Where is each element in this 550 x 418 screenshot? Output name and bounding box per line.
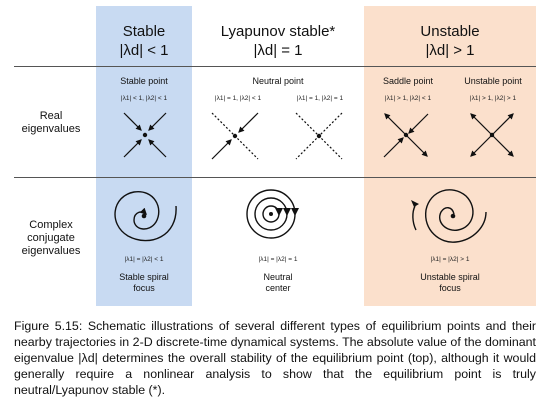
row-label-complex: Complex conjugate eigenvalues xyxy=(21,219,81,257)
neutral-point-label: Neutral point xyxy=(252,76,304,86)
neutral-point-b-diagram xyxy=(295,112,343,160)
stable-spiral-label: Stable spiral focus xyxy=(119,272,169,293)
saddle-point-label: Saddle point xyxy=(382,76,434,86)
header-stable: Stable |λd| < 1 xyxy=(96,22,192,60)
unstable-spiral-diagram xyxy=(411,189,487,243)
unstable-point-diagram xyxy=(470,113,514,157)
header-lyapunov-title: Lyapunov stable* xyxy=(220,23,336,40)
neutral-point-a-diagram xyxy=(211,112,259,160)
unstable-spiral-label: Unstable spiral focus xyxy=(420,272,480,293)
header-stable-condition: |λd| < 1 xyxy=(119,42,169,59)
unstable-point-label: Unstable point xyxy=(464,76,522,86)
neutral-center-diagram xyxy=(246,189,299,239)
stable-point-condition: |λ1| < 1, |λ2| < 1 xyxy=(120,95,168,102)
unstable-point-condition: |λ1| > 1, |λ2| > 1 xyxy=(469,95,517,102)
neutral-point-condition-a: |λ1| = 1, |λ2| < 1 xyxy=(214,95,262,102)
stable-column-background xyxy=(96,6,192,306)
row-label-real: Real eigenvalues xyxy=(21,110,81,135)
row-divider xyxy=(14,177,536,178)
stable-point-diagram xyxy=(123,112,167,158)
header-unstable-condition: |λd| > 1 xyxy=(425,42,475,59)
figure-caption: Figure 5.15: Schematic illustrations of … xyxy=(14,319,536,397)
stable-point-label: Stable point xyxy=(120,76,168,86)
neutral-center-condition: |λ1| = |λ2| = 1 xyxy=(258,256,298,263)
neutral-center-label: Neutral center xyxy=(263,272,293,293)
stable-spiral-condition: |λ1| = |λ2| < 1 xyxy=(124,256,164,263)
unstable-column-background xyxy=(364,6,536,306)
header-unstable: Unstable |λd| > 1 xyxy=(364,22,536,60)
saddle-point-condition: |λ1| > 1, |λ2| < 1 xyxy=(384,95,432,102)
header-lyapunov: Lyapunov stable* |λd| = 1 xyxy=(196,22,360,60)
header-unstable-title: Unstable xyxy=(420,23,480,40)
header-lyapunov-condition: |λd| = 1 xyxy=(253,42,303,59)
stable-spiral-diagram xyxy=(114,191,177,242)
neutral-point-condition-b: |λ1| = 1, |λ2| = 1 xyxy=(296,95,344,102)
header-stable-title: Stable xyxy=(122,23,166,40)
header-divider xyxy=(14,66,536,67)
saddle-point-diagram xyxy=(383,113,429,158)
unstable-spiral-condition: |λ1| = |λ2| > 1 xyxy=(430,256,470,263)
